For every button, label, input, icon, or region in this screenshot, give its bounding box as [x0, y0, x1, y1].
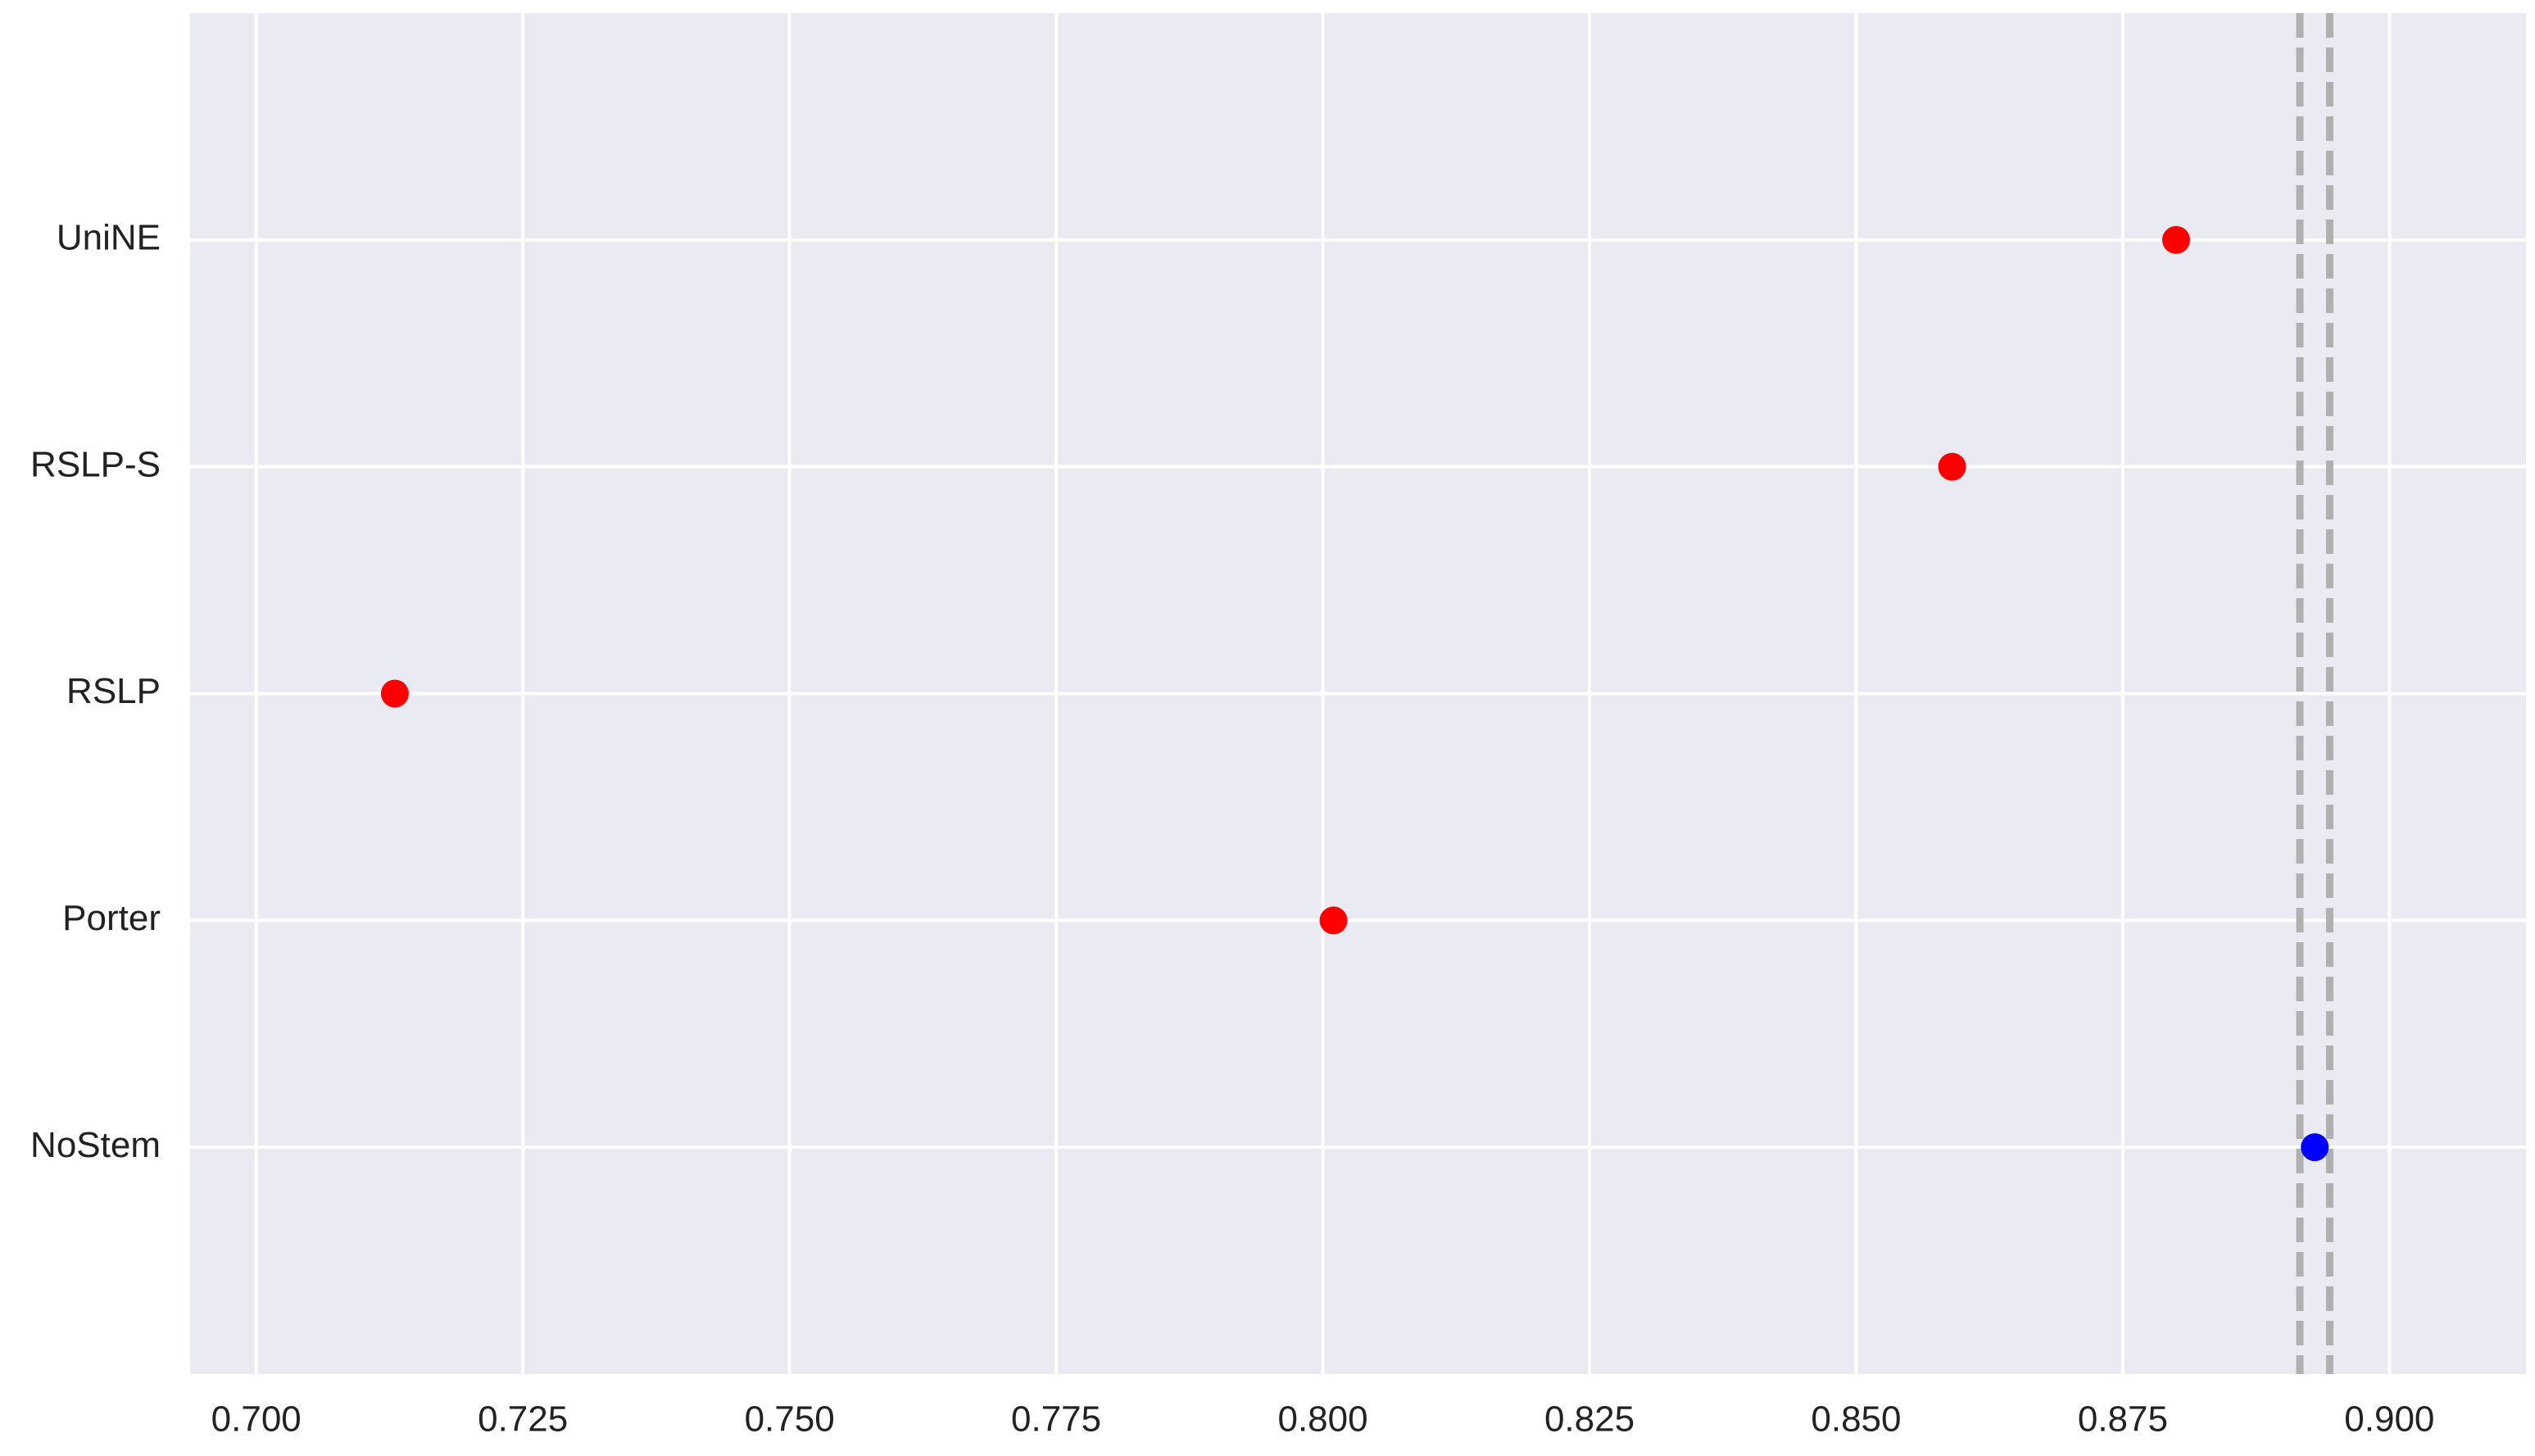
x-tick-label: 0.875 — [2078, 1399, 2168, 1440]
x-tick-label: 0.700 — [211, 1399, 302, 1440]
y-tick-label: Porter — [62, 898, 161, 938]
y-tick-label: NoStem — [30, 1125, 161, 1165]
point — [2162, 225, 2191, 254]
x-tick-label: 0.850 — [1811, 1399, 1901, 1440]
x-tick-label: 0.725 — [478, 1399, 568, 1440]
x-tick-label: 0.750 — [745, 1399, 835, 1440]
y-tick-label: RSLP-S — [30, 444, 161, 484]
point — [1319, 906, 1348, 935]
x-tick-label: 0.900 — [2344, 1399, 2434, 1440]
y-tick-label: RSLP — [66, 671, 161, 711]
y-tick-label: UniNE — [57, 217, 161, 257]
x-tick-label: 0.800 — [1277, 1399, 1367, 1440]
x-tick-label: 0.775 — [1011, 1399, 1101, 1440]
point — [380, 679, 409, 708]
point — [2301, 1133, 2329, 1162]
point — [1938, 452, 1966, 481]
x-tick-label: 0.825 — [1544, 1399, 1635, 1440]
